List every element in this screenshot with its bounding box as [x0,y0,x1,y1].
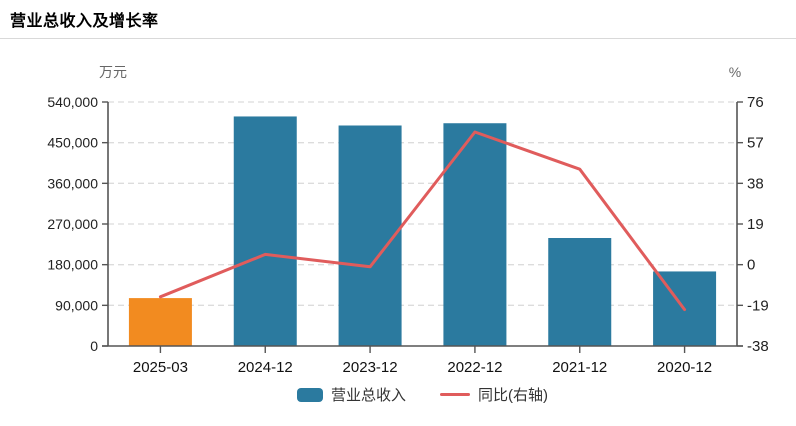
x-axis-label-2021-12: 2021-12 [552,359,607,376]
right-axis-tick-label: 19 [747,216,764,233]
right-axis-tick-label: -19 [747,297,769,314]
bar-2024-12 [233,116,297,346]
right-axis-tick-label: 57 [747,135,764,152]
right-axis-tick-label: 38 [747,175,764,192]
x-axis-label-2023-12: 2023-12 [343,359,398,376]
bar-2023-12 [338,125,402,346]
bar-2025-03 [128,298,192,346]
left-axis-tick-label: 90,000 [55,297,98,313]
legend-label-yoy: 同比(右轴) [478,387,548,404]
yoy-line [158,130,687,312]
left-axis-tick-label: 270,000 [47,216,98,232]
left-axis-tick-label: 180,000 [47,257,98,273]
bar-series-swatch [296,387,323,402]
left-axis-tick-label: 450,000 [47,135,98,151]
chart-area: 540,000 450,000 360,000 270,000 180,000 90,00… [0,39,796,381]
left-axis-tick-label: 360,000 [47,175,98,191]
chart-canvas: 540,000 450,000 360,000 270,000 180,000 90,00… [47,64,769,376]
x-axis-label-2025-03: 2025-03 [133,359,188,376]
left-axis-tick-label: 0 [90,338,98,354]
legend-label-revenue: 营业总收入 [330,387,406,404]
right-axis-tick-label: 76 [747,94,764,111]
right-axis-unit-label: % [729,64,741,80]
chart-header: 营业总收入及增长率 [0,0,796,39]
bar-2022-12 [443,123,507,347]
legend-item-yoy[interactable]: 同比(右轴) [440,384,548,405]
page-title: 营业总收入及增长率 [10,13,159,30]
left-axis-unit-label: 万元 [99,64,127,80]
x-axis-label-2020-12: 2020-12 [657,359,712,376]
line-series-swatch [440,393,470,396]
chart-legend: 营业总收入 同比(右轴) [108,384,737,405]
right-axis-tick-label: 0 [747,257,755,274]
legend-item-revenue[interactable]: 营业总收入 [296,384,406,405]
right-axis-tick-label: -38 [747,338,769,355]
x-axis-label-2022-12: 2022-12 [447,359,502,376]
left-axis-tick-label: 540,000 [47,94,98,110]
x-axis-label-2024-12: 2024-12 [238,359,293,376]
bar-2021-12 [548,238,612,346]
